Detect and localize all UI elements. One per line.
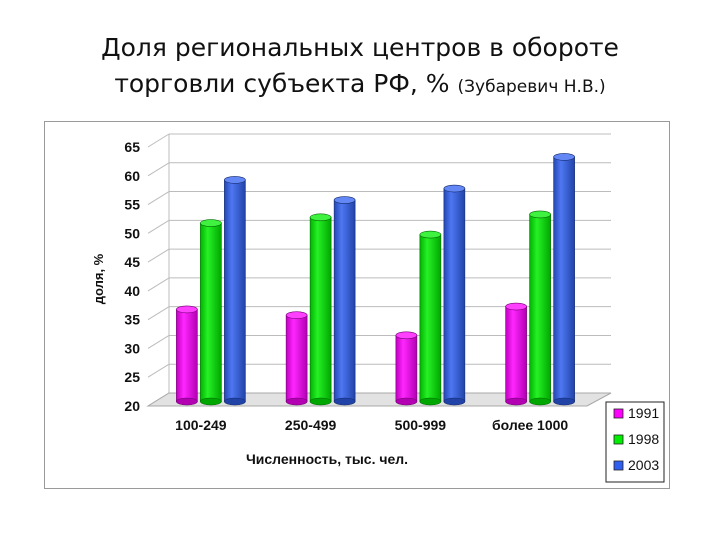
bar bbox=[285, 311, 308, 406]
y-tick-label: 55 bbox=[124, 197, 140, 213]
y-axis-label: доля, % bbox=[91, 253, 106, 304]
title-line-1: Доля региональных центров в обороте bbox=[101, 33, 619, 62]
y-tick-label: 45 bbox=[124, 254, 140, 270]
bar-chart: 20 25 30 35 40 45 50 55 60 65 100-249 250-499 500-9… bbox=[91, 133, 665, 483]
side-wall-gridline bbox=[147, 363, 170, 378]
x-tick-label: 500-999 bbox=[395, 417, 447, 433]
x-tick-labels: 100-249 250-499 500-999 более 1000 bbox=[175, 417, 568, 433]
title-line-2-text: торговли субъекта РФ, % bbox=[114, 69, 450, 98]
y-tick-label: 25 bbox=[124, 369, 140, 385]
x-tick-label: более 1000 bbox=[492, 417, 568, 433]
side-wall-gridline bbox=[147, 162, 170, 177]
side-wall-gridline bbox=[147, 248, 170, 263]
bar bbox=[224, 176, 246, 406]
side-wall-gridline bbox=[147, 191, 170, 205]
bar bbox=[553, 153, 575, 406]
side-wall-gridline bbox=[147, 335, 170, 349]
legend-label: 1998 bbox=[628, 431, 659, 447]
legend-swatch bbox=[613, 460, 624, 471]
bar bbox=[529, 210, 551, 406]
bar bbox=[419, 230, 442, 406]
y-tick-label: 40 bbox=[124, 283, 140, 299]
y-tick-label: 60 bbox=[124, 168, 140, 184]
legend-label: 1991 bbox=[628, 405, 659, 421]
title-line-2: торговли субъекта РФ, % (Зубаревич Н.В.) bbox=[0, 66, 720, 105]
y-tick-label: 30 bbox=[124, 340, 140, 356]
bars bbox=[176, 153, 575, 406]
slide-title: Доля региональных центров в обороте торг… bbox=[0, 30, 720, 105]
chart-frame: 20 25 30 35 40 45 50 55 60 65 100-249 250-499 500-9… bbox=[44, 121, 670, 489]
bar bbox=[200, 219, 222, 406]
legend-swatch bbox=[613, 434, 624, 445]
title-author: (Зубаревич Н.В.) bbox=[457, 77, 606, 97]
y-tick-label: 65 bbox=[124, 139, 140, 155]
bar bbox=[333, 196, 356, 406]
bar bbox=[176, 305, 198, 406]
legend-label: 2003 bbox=[628, 457, 659, 473]
y-tick-label: 20 bbox=[124, 398, 140, 414]
side-wall-gridline bbox=[147, 306, 170, 321]
bar bbox=[505, 302, 527, 406]
side-wall-gridline bbox=[147, 277, 170, 292]
bar bbox=[395, 331, 418, 406]
y-tick-label: 50 bbox=[124, 225, 140, 241]
y-tick-labels: 20 25 30 35 40 45 50 55 60 65 bbox=[124, 139, 140, 414]
legend-swatch bbox=[613, 408, 624, 419]
x-tick-label: 250-499 bbox=[285, 417, 337, 433]
side-wall-gridline bbox=[147, 133, 170, 148]
chart-floor bbox=[146, 392, 612, 407]
x-tick-label: 100-249 bbox=[175, 417, 227, 433]
bar bbox=[309, 213, 332, 406]
bar bbox=[443, 184, 466, 406]
legend: 1991 1998 2003 bbox=[605, 401, 665, 483]
side-wall-gridline bbox=[147, 219, 170, 234]
x-axis-label: Численность, тыс. чел. bbox=[246, 451, 408, 467]
y-tick-label: 35 bbox=[124, 312, 140, 328]
